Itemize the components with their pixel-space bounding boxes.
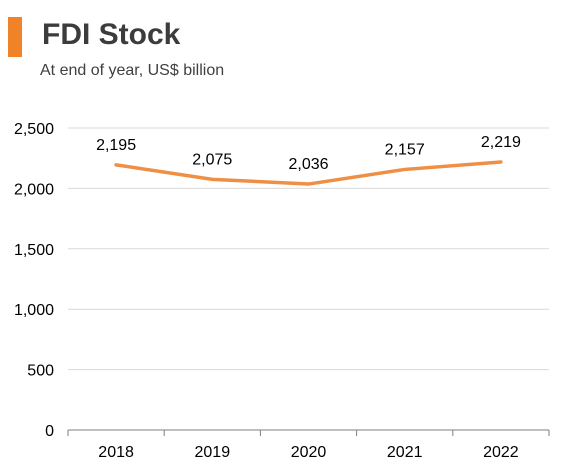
data-label: 2,157 <box>385 141 425 158</box>
x-tick-label: 2022 <box>483 444 519 461</box>
y-tick-label: 1,000 <box>14 302 54 319</box>
x-tick-label: 2019 <box>195 444 231 461</box>
x-tick-label: 2021 <box>387 444 423 461</box>
y-tick-label: 2,000 <box>14 181 54 198</box>
chart-subtitle: At end of year, US$ billion <box>40 62 225 79</box>
x-tick-label: 2020 <box>291 444 327 461</box>
y-tick-label: 0 <box>45 423 54 440</box>
data-label: 2,195 <box>96 137 136 154</box>
series-line <box>114 160 503 186</box>
title-accent-bar <box>8 17 22 57</box>
y-tick-label: 1,500 <box>14 242 54 259</box>
x-tick-label: 2018 <box>98 444 134 461</box>
data-label: 2,219 <box>481 134 521 151</box>
data-label: 2,075 <box>192 151 232 168</box>
y-tick-label: 500 <box>27 363 54 380</box>
y-tick-label: 2,500 <box>14 121 54 138</box>
data-label: 2,036 <box>288 156 328 173</box>
chart-title: FDI Stock <box>42 18 181 51</box>
